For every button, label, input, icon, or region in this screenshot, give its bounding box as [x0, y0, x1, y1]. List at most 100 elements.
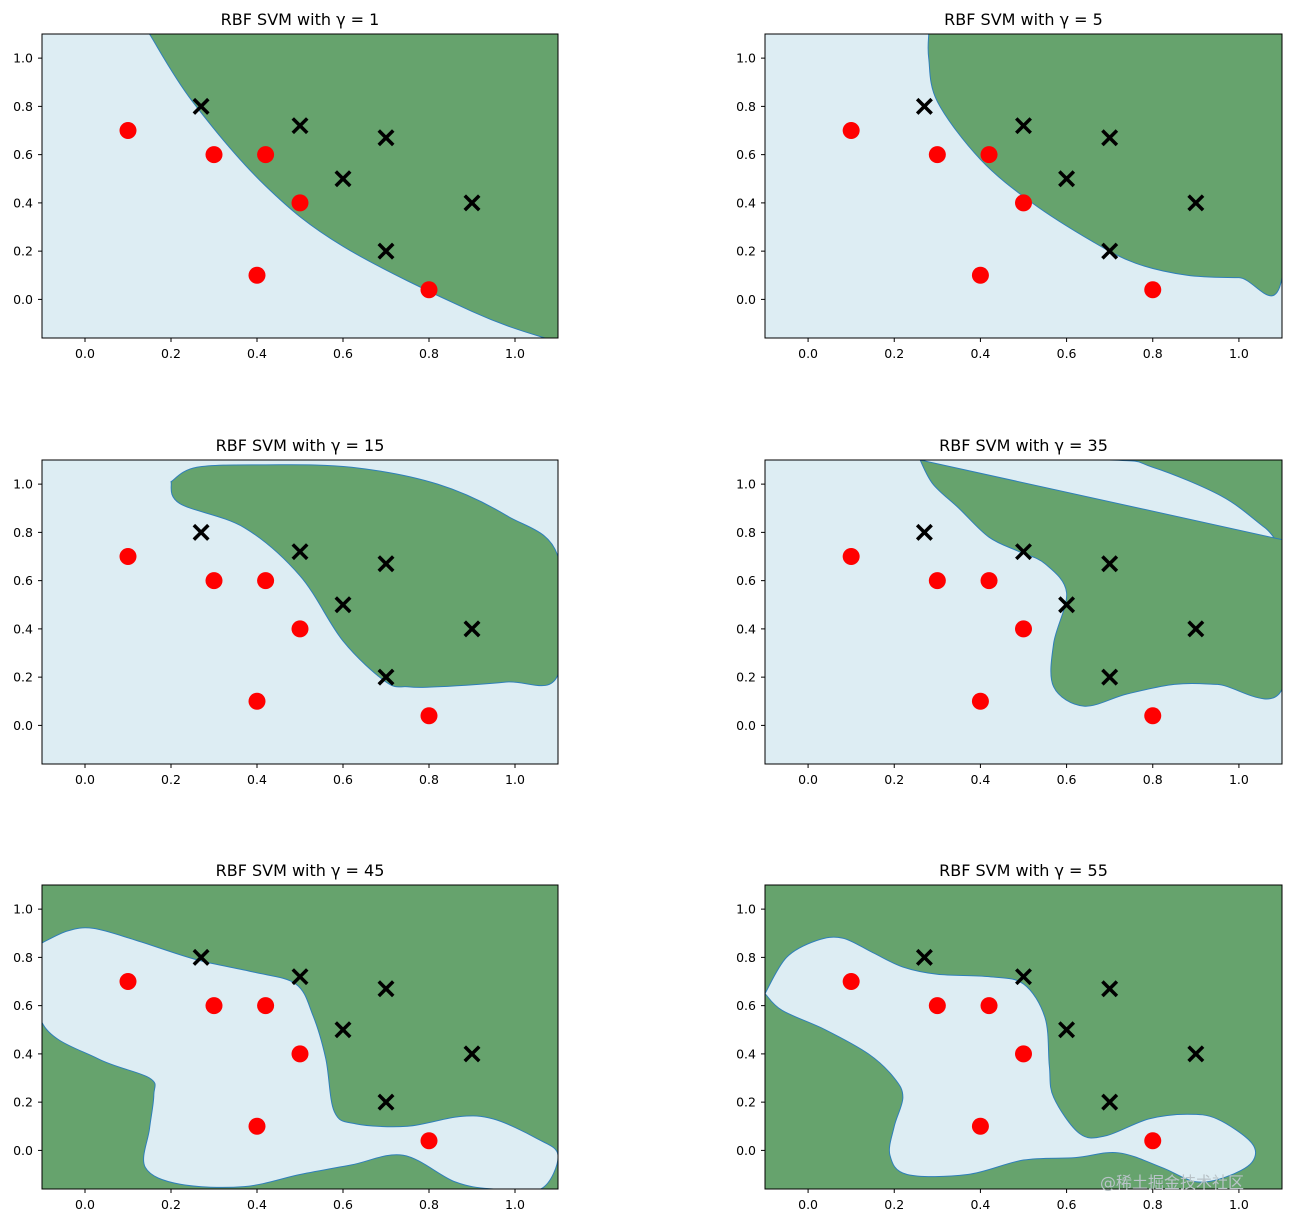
x-tick-label: 0.2 — [884, 772, 904, 787]
x-tick-label: 1.0 — [1229, 772, 1249, 787]
x-tick-label: 0.2 — [884, 346, 904, 361]
x-tick-label: 0.0 — [75, 1197, 95, 1212]
x-tick-label: 0.2 — [161, 772, 181, 787]
y-tick-label: 0.8 — [736, 525, 756, 540]
decision-regions — [927, 34, 1282, 297]
point-circle-1 — [119, 973, 137, 991]
y-tick-label: 0.4 — [736, 621, 756, 636]
y-tick-label: 0.8 — [13, 950, 33, 965]
point-circle-2 — [205, 572, 223, 590]
point-cross-4 — [1058, 1021, 1076, 1039]
point-cross-5 — [463, 1045, 481, 1063]
decision-region-2 — [919, 460, 1282, 707]
panel-title: RBF SVM with γ = 35 — [939, 436, 1108, 455]
y-tick-label: 0.4 — [736, 195, 756, 210]
y-tick-label: 0.0 — [736, 1143, 756, 1158]
x-tick-label: 0.6 — [333, 346, 353, 361]
point-circle-4 — [291, 620, 309, 638]
axes-frame — [764, 33, 1283, 339]
x-tick-label: 0.4 — [970, 1197, 990, 1212]
panel-6: 0.0 0.2 0.4 0.6 0.8 1.0 0.0 0.2 0.4 0.6 0.8 1.0 RBF … — [736, 861, 1283, 1212]
point-circle-4 — [1015, 620, 1032, 638]
y-tick-label: 1.0 — [13, 51, 33, 66]
point-circle-6 — [420, 281, 438, 299]
data-points — [119, 97, 481, 299]
panel-title: RBF SVM with γ = 5 — [944, 10, 1103, 29]
point-circle-4 — [291, 1045, 309, 1063]
x-tick-label: 0.6 — [333, 1197, 353, 1212]
decision-regions — [148, 34, 558, 338]
y-tick-label: 0.6 — [736, 573, 756, 588]
decision-region-1 — [765, 936, 1257, 1183]
y-tick-label: 0.0 — [736, 718, 756, 733]
point-circle-2 — [928, 997, 946, 1015]
point-circle-5 — [971, 1117, 989, 1135]
y-tick-label: 0.6 — [13, 147, 33, 162]
point-circle-4 — [1015, 194, 1032, 212]
x-tick-label: 0.2 — [161, 1197, 181, 1212]
y-tick-label: 0.8 — [13, 525, 33, 540]
x-tick-label: 0.0 — [75, 772, 95, 787]
point-circle-1 — [119, 122, 137, 140]
y-tick-label: 0.6 — [736, 998, 756, 1013]
point-cross-4 — [334, 596, 352, 614]
point-cross-6 — [377, 1093, 395, 1111]
panel-3: 0.0 0.2 0.4 0.6 0.8 1.0 0.0 0.2 0.4 0.6 0.8 1.0 RBF … — [13, 436, 559, 787]
panel-2: 0.0 0.2 0.4 0.6 0.8 1.0 0.0 0.2 0.4 0.6 0.8 1.0 RBF … — [736, 10, 1283, 361]
x-tick-label: 0.8 — [1143, 346, 1163, 361]
y-tick-label: 0.0 — [736, 292, 756, 307]
point-cross-1 — [915, 523, 933, 541]
x-tick-label: 0.4 — [970, 346, 990, 361]
x-tick-label: 0.6 — [1057, 1197, 1077, 1212]
point-cross-4 — [1058, 170, 1076, 188]
point-circle-1 — [842, 122, 860, 140]
decision-region-1 — [148, 34, 558, 338]
point-circle-3 — [257, 572, 275, 590]
point-cross-5 — [1187, 620, 1205, 638]
point-circle-5 — [971, 266, 989, 284]
y-tick-label: 0.2 — [13, 1095, 33, 1110]
point-circle-4 — [291, 194, 309, 212]
point-circle-1 — [842, 973, 860, 991]
point-cross-6 — [1101, 668, 1119, 686]
point-cross-4 — [1058, 596, 1076, 614]
y-tick-label: 0.2 — [13, 244, 33, 259]
x-tick-label: 0.8 — [419, 346, 439, 361]
point-cross-3 — [1101, 980, 1119, 998]
point-circle-2 — [928, 146, 946, 164]
point-cross-2 — [291, 117, 309, 135]
point-circle-1 — [842, 548, 860, 566]
y-tick-label: 0.2 — [736, 670, 756, 685]
panel-1: 0.0 0.2 0.4 0.6 0.8 1.0 0.0 0.2 0.4 0.6 0.8 1.0 RBF … — [13, 10, 559, 361]
decision-regions — [170, 464, 558, 688]
panel-title: RBF SVM with γ = 55 — [939, 861, 1108, 880]
x-tick-label: 0.4 — [970, 772, 990, 787]
point-circle-3 — [980, 572, 998, 590]
x-tick-label: 0.4 — [247, 346, 267, 361]
point-cross-3 — [1101, 129, 1119, 147]
x-tick-label: 1.0 — [1229, 1197, 1249, 1212]
point-cross-2 — [1015, 117, 1032, 135]
point-cross-3 — [377, 129, 395, 147]
axes-frame — [41, 33, 559, 339]
point-cross-1 — [192, 97, 210, 115]
panel-title: RBF SVM with γ = 45 — [216, 861, 385, 880]
y-tick-label: 0.6 — [13, 998, 33, 1013]
decision-region-1 — [170, 464, 558, 688]
x-tick-label: 0.0 — [798, 1197, 818, 1212]
y-tick-label: 0.0 — [13, 292, 33, 307]
decision-regions — [765, 936, 1257, 1183]
point-circle-5 — [248, 1117, 266, 1135]
x-tick-label: 1.0 — [505, 772, 525, 787]
point-cross-1 — [192, 523, 210, 541]
y-tick-label: 0.8 — [736, 99, 756, 114]
point-cross-5 — [463, 194, 481, 212]
point-circle-3 — [257, 146, 275, 164]
point-cross-1 — [915, 948, 933, 966]
decision-regions — [919, 460, 1282, 707]
point-circle-6 — [1144, 1132, 1162, 1150]
point-cross-2 — [1015, 543, 1032, 561]
data-points — [842, 948, 1205, 1150]
point-circle-2 — [928, 572, 946, 590]
